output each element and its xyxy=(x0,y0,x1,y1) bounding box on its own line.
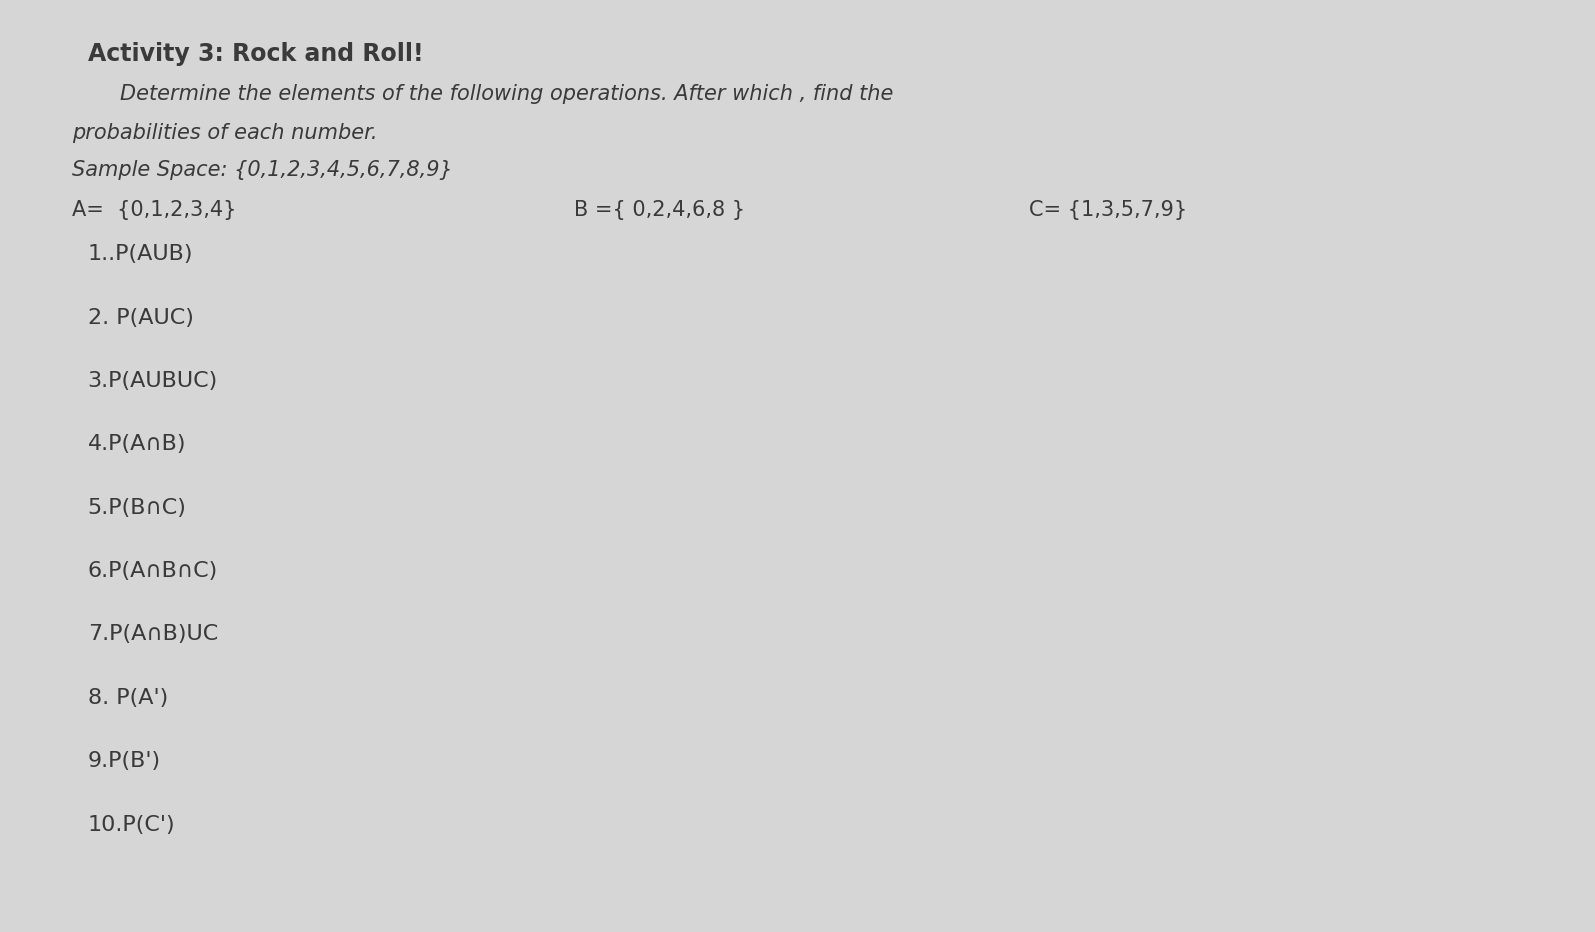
Text: C= {1,3,5,7,9}: C= {1,3,5,7,9} xyxy=(1029,200,1187,220)
Text: 4.P(A∩B): 4.P(A∩B) xyxy=(88,434,187,454)
Text: probabilities of each number.: probabilities of each number. xyxy=(72,123,378,143)
Text: 8. P(A'): 8. P(A') xyxy=(88,688,167,707)
Text: 3.P(AUBUC): 3.P(AUBUC) xyxy=(88,371,219,391)
Text: Determine the elements of the following operations. After which , find the: Determine the elements of the following … xyxy=(120,84,893,103)
Text: A=  {0,1,2,3,4}: A= {0,1,2,3,4} xyxy=(72,200,236,220)
Text: Sample Space: {0,1,2,3,4,5,6,7,8,9}: Sample Space: {0,1,2,3,4,5,6,7,8,9} xyxy=(72,160,453,180)
Text: Activity 3: Rock and Roll!: Activity 3: Rock and Roll! xyxy=(88,42,423,66)
Text: B ={ 0,2,4,6,8 }: B ={ 0,2,4,6,8 } xyxy=(574,200,745,220)
Text: 1..P(AUB): 1..P(AUB) xyxy=(88,244,193,264)
Text: 5.P(B∩C): 5.P(B∩C) xyxy=(88,498,187,517)
Text: 7.P(A∩B)UC: 7.P(A∩B)UC xyxy=(88,624,219,644)
Text: 9.P(B'): 9.P(B') xyxy=(88,751,161,771)
Text: 6.P(A∩B∩C): 6.P(A∩B∩C) xyxy=(88,561,219,581)
Text: 2. P(AUC): 2. P(AUC) xyxy=(88,308,193,327)
Text: 10.P(C'): 10.P(C') xyxy=(88,815,175,834)
